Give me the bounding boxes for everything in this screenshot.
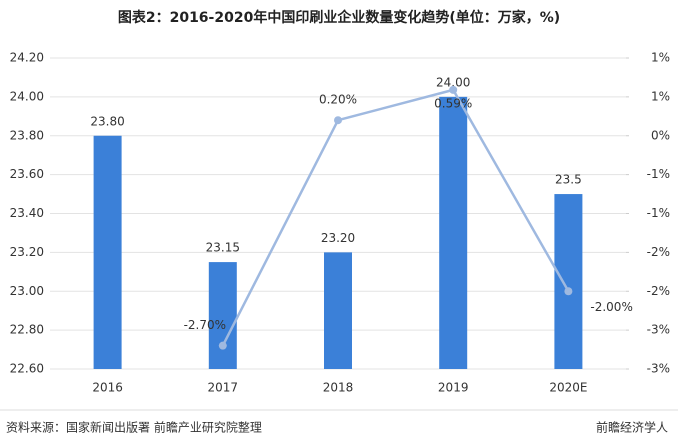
y-tick-label: 22.80 [10, 323, 44, 337]
line-label: 0.59% [434, 96, 472, 110]
y2-tick-label: -2% [647, 284, 670, 298]
brand: 前瞻经济学人 [596, 420, 668, 435]
chart-title: 图表2：2016-2020年中国印刷业企业数量变化趋势(单位：万家，%) [118, 9, 560, 26]
x-tick-label: 2018 [323, 381, 354, 395]
bar-label: 23.20 [321, 231, 355, 245]
line-label: -2.00% [590, 300, 632, 314]
bar-label: 23.80 [90, 114, 124, 128]
x-tick-label: 2019 [438, 381, 469, 395]
y2-tick-label: 1% [651, 51, 670, 65]
y2-tick-label: -3% [647, 323, 670, 337]
y2-tick-label: -1% [647, 167, 670, 181]
y2-tick-label: -1% [647, 206, 670, 220]
bar-label: 24.00 [436, 75, 470, 89]
line-label: 0.20% [319, 93, 357, 107]
line [221, 88, 570, 347]
bar [554, 194, 583, 369]
y-tick-label: 24.20 [10, 51, 44, 65]
bar [324, 252, 352, 369]
x-tick-label: 2017 [208, 381, 239, 395]
y-tick-label: 23.40 [10, 206, 44, 220]
y2-tick-label: -3% [647, 362, 670, 376]
y-tick-label: 23.80 [10, 128, 44, 142]
y2-tick-label: 0% [651, 128, 670, 142]
y-tick-label: 23.00 [10, 284, 44, 298]
source: 资料来源：国家新闻出版署 前瞻产业研究院整理 [6, 420, 262, 435]
line-point [334, 116, 342, 125]
y2-tick-label: 1% [651, 89, 670, 103]
bar [439, 96, 468, 369]
line-point [218, 341, 227, 350]
y2-tick-label: -2% [647, 245, 670, 259]
bar-label: 23.15 [206, 241, 240, 255]
bar [208, 262, 237, 369]
y-tick-label: 24.00 [10, 89, 44, 103]
line-point [449, 85, 458, 94]
y-tick-label: 23.60 [10, 167, 44, 181]
x-tick-label: 2016 [92, 381, 123, 395]
y-tick-label: 23.20 [10, 245, 44, 259]
bar-label: 23.5 [555, 173, 582, 187]
bar [93, 135, 122, 369]
x-tick-label: 2020E [549, 381, 587, 395]
line-point [564, 287, 573, 296]
y-tick-label: 22.60 [10, 362, 44, 376]
line-label: -2.70% [184, 318, 226, 332]
